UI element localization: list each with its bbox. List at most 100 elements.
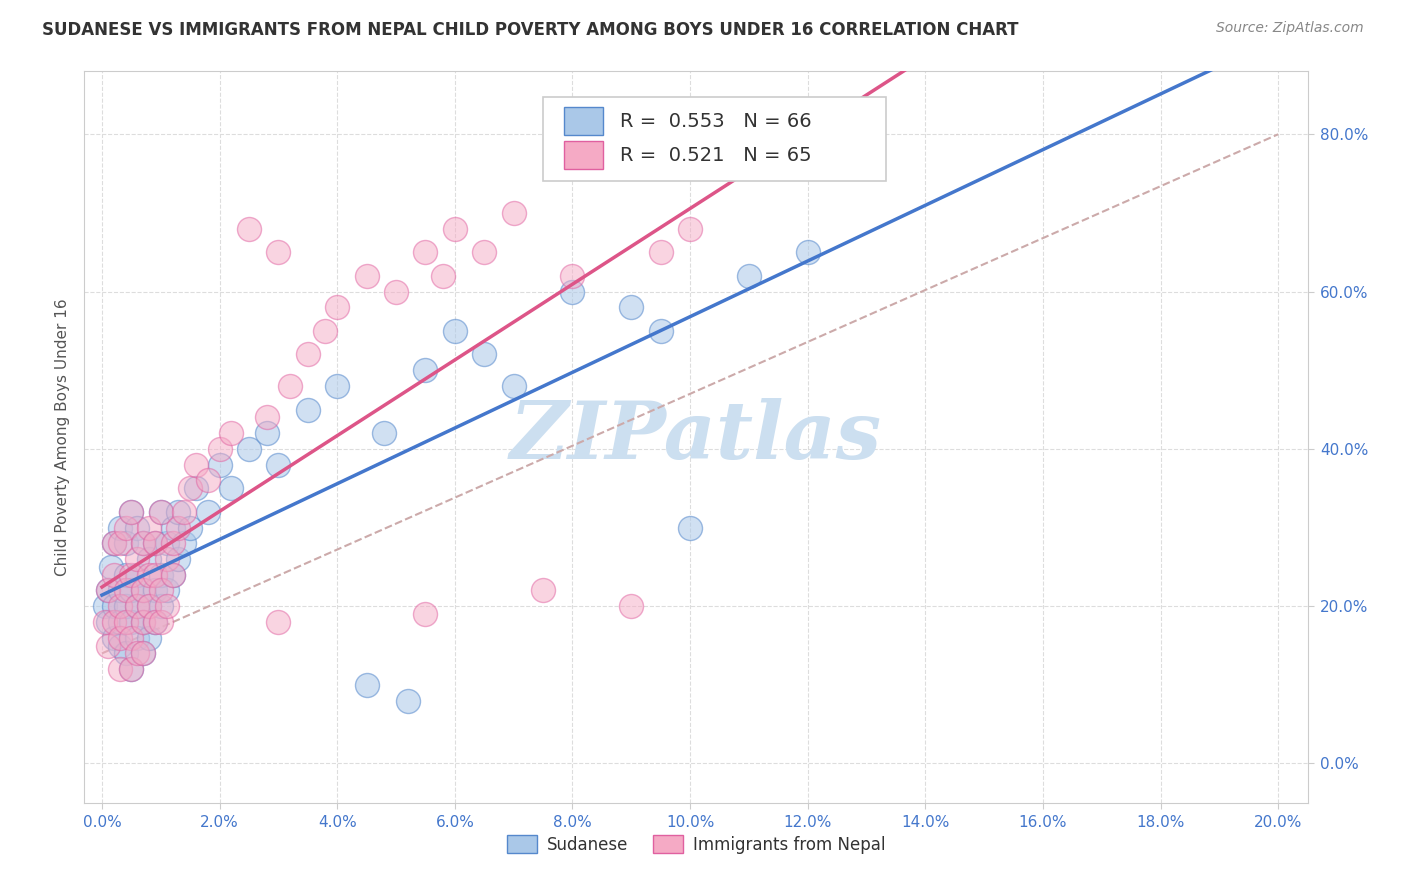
Point [108, 536, 131, 550]
Point [94, 599, 117, 614]
Point [127, 520, 149, 534]
Point [156, 599, 179, 614]
Y-axis label: Child Poverty Among Boys Under 16: Child Poverty Among Boys Under 16 [55, 298, 70, 576]
Point [143, 536, 166, 550]
Point [120, 567, 142, 582]
Point [120, 662, 142, 676]
Point [267, 458, 290, 472]
Point [120, 631, 142, 645]
Point [208, 458, 231, 472]
Point [561, 268, 583, 283]
Point [326, 379, 349, 393]
Point [108, 662, 131, 676]
Point [679, 520, 702, 534]
Point [197, 473, 219, 487]
Point [120, 583, 142, 598]
Point [184, 481, 207, 495]
Text: R =  0.553   N = 66: R = 0.553 N = 66 [620, 112, 811, 130]
FancyBboxPatch shape [543, 97, 886, 181]
Point [162, 567, 184, 582]
Point [120, 615, 142, 629]
Point [108, 615, 131, 629]
Point [650, 245, 672, 260]
Point [127, 599, 149, 614]
Point [143, 536, 166, 550]
Point [167, 552, 190, 566]
Point [132, 646, 155, 660]
Point [143, 583, 166, 598]
Point [162, 536, 184, 550]
Point [97, 639, 120, 653]
Point [103, 536, 125, 550]
Point [620, 599, 643, 614]
Point [138, 567, 160, 582]
Point [127, 646, 149, 660]
Point [156, 583, 179, 598]
FancyBboxPatch shape [564, 141, 603, 169]
Point [173, 505, 195, 519]
Point [173, 536, 195, 550]
Point [444, 324, 467, 338]
Point [127, 552, 149, 566]
Point [132, 615, 155, 629]
Point [167, 520, 190, 534]
Point [162, 520, 184, 534]
Point [326, 301, 349, 315]
Point [502, 206, 524, 220]
Point [108, 520, 131, 534]
Point [156, 536, 179, 550]
Point [167, 505, 190, 519]
Point [114, 520, 136, 534]
Point [132, 536, 155, 550]
Point [127, 631, 149, 645]
Point [208, 442, 231, 456]
Point [650, 324, 672, 338]
Point [108, 639, 131, 653]
Point [197, 505, 219, 519]
Point [179, 481, 201, 495]
Point [114, 615, 136, 629]
Point [149, 567, 172, 582]
Point [108, 583, 131, 598]
Point [156, 552, 179, 566]
Point [373, 426, 395, 441]
Point [132, 583, 155, 598]
Point [256, 426, 278, 441]
Point [221, 426, 243, 441]
Point [502, 379, 524, 393]
Point [132, 615, 155, 629]
Point [103, 567, 125, 582]
Point [114, 583, 136, 598]
Point [415, 363, 437, 377]
Point [138, 520, 160, 534]
Point [238, 442, 260, 456]
Point [149, 599, 172, 614]
Point [103, 631, 125, 645]
Point [127, 599, 149, 614]
Point [472, 245, 495, 260]
Point [415, 607, 437, 621]
Point [132, 646, 155, 660]
Point [314, 324, 336, 338]
Point [143, 567, 166, 582]
Point [267, 245, 290, 260]
Point [114, 646, 136, 660]
Text: R =  0.521   N = 65: R = 0.521 N = 65 [620, 146, 811, 165]
Point [149, 505, 172, 519]
Point [444, 221, 467, 235]
Point [679, 221, 702, 235]
Point [221, 481, 243, 495]
Legend: Sudanese, Immigrants from Nepal: Sudanese, Immigrants from Nepal [501, 829, 891, 860]
Point [97, 615, 120, 629]
Point [149, 505, 172, 519]
Point [114, 536, 136, 550]
Point [278, 379, 301, 393]
Point [179, 520, 201, 534]
Point [103, 536, 125, 550]
Point [472, 347, 495, 361]
Point [356, 268, 378, 283]
Point [149, 615, 172, 629]
Point [432, 268, 454, 283]
Point [238, 221, 260, 235]
Point [100, 559, 122, 574]
